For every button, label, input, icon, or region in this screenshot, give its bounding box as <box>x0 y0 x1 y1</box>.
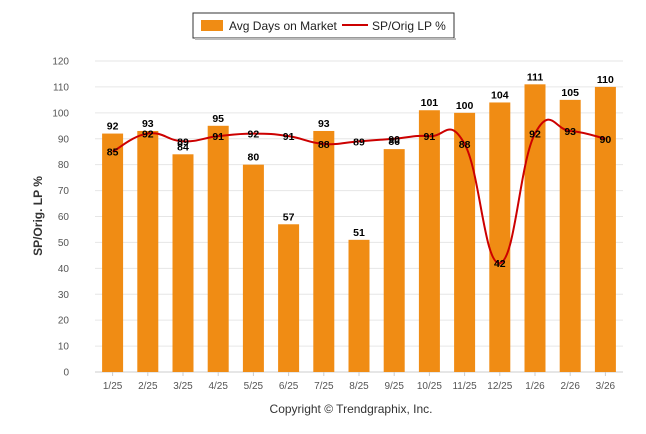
bar-data-label: 57 <box>283 211 295 223</box>
y-tick-label: 60 <box>58 212 70 223</box>
y-tick-label: 0 <box>63 368 69 379</box>
y-tick-label: 70 <box>58 186 70 197</box>
bar-data-label: 104 <box>491 89 509 101</box>
bar-data-label: 111 <box>527 71 544 83</box>
y-tick-label: 30 <box>58 290 70 301</box>
bar[interactable] <box>348 239 370 372</box>
x-tick-label: 1/25 <box>103 381 123 392</box>
x-tick-label: 7/25 <box>314 381 334 392</box>
x-tick-label: 2/25 <box>138 381 158 392</box>
x-tick-label: 10/25 <box>417 381 442 392</box>
bar-data-label: 93 <box>318 118 330 130</box>
bar[interactable] <box>418 110 440 372</box>
line-path[interactable] <box>112 118 606 265</box>
bar[interactable] <box>489 102 511 372</box>
bar-data-label: 80 <box>248 152 260 164</box>
bar-data-label: 101 <box>421 97 439 109</box>
copyright-credit: Copyright © Trendgraphix, Inc. <box>270 402 433 416</box>
y-tick-label: 20 <box>58 316 70 327</box>
x-tick-label: 1/26 <box>525 381 545 392</box>
bar-series <box>102 84 616 373</box>
bar-data-label: 92 <box>107 121 119 133</box>
line-data-labels: 85 92 89 91 92 91 88 89 90 91 88 42 92 93 90 <box>107 126 612 270</box>
bar-data-label: 86 <box>388 136 400 148</box>
bar-data-label: 93 <box>142 118 154 130</box>
line-data-label: 88 <box>459 139 471 151</box>
x-tick-label: 4/25 <box>208 381 228 392</box>
line-data-label: 91 <box>283 131 295 143</box>
x-tick-label: 12/25 <box>487 381 512 392</box>
bar-data-label: 105 <box>561 87 579 99</box>
legend[interactable]: Avg Days on Market SP/Orig LP % <box>192 12 456 40</box>
line-data-label: 93 <box>564 126 576 138</box>
x-axis-ticks: 1/25 2/25 3/25 4/25 5/25 6/25 7/25 8/25 9/25 10/2… <box>103 372 616 392</box>
legend-line-label[interactable]: SP/Orig LP % <box>372 19 446 33</box>
bar[interactable] <box>524 84 546 372</box>
legend-bar-swatch <box>201 20 223 31</box>
y-tick-label: 10 <box>58 342 70 353</box>
y-tick-label: 50 <box>58 238 70 249</box>
bar-data-label: 110 <box>597 74 614 86</box>
line-data-label: 91 <box>212 131 224 143</box>
x-tick-label: 8/25 <box>349 381 369 392</box>
bar[interactable] <box>383 149 405 372</box>
x-tick-label: 11/25 <box>452 381 477 392</box>
y-tick-label: 80 <box>58 160 70 171</box>
y-axis-title: SP/Orig. LP % <box>31 176 45 256</box>
y-tick-label: 120 <box>52 57 69 68</box>
y-tick-label: 100 <box>52 108 69 119</box>
legend-shadow <box>195 38 456 40</box>
bar[interactable] <box>242 164 264 372</box>
line-data-label: 92 <box>142 129 154 141</box>
y-tick-label: 40 <box>58 264 70 275</box>
x-tick-label: 3/25 <box>173 381 193 392</box>
bar-data-label: 84 <box>177 141 189 153</box>
line-data-label: 85 <box>107 147 119 159</box>
x-tick-label: 2/26 <box>560 381 580 392</box>
bar[interactable] <box>559 99 581 372</box>
bar-data-label: 51 <box>353 227 365 239</box>
legend-box <box>192 12 455 39</box>
line-data-label: 89 <box>177 136 189 148</box>
x-tick-label: 3/26 <box>596 381 616 392</box>
x-tick-label: 9/25 <box>384 381 404 392</box>
line-data-label: 90 <box>388 134 400 146</box>
legend-bar-label[interactable]: Avg Days on Market <box>229 19 337 33</box>
bar[interactable] <box>278 224 300 372</box>
bar[interactable] <box>313 130 335 372</box>
line-data-label: 88 <box>318 139 330 151</box>
y-tick-label: 90 <box>58 134 70 145</box>
bar[interactable] <box>137 130 159 372</box>
bar[interactable] <box>594 86 616 373</box>
line-data-label: 42 <box>494 258 506 270</box>
line-series <box>112 118 606 265</box>
line-data-label: 90 <box>600 134 612 146</box>
x-tick-label: 5/25 <box>244 381 264 392</box>
bar-data-label: 95 <box>212 113 224 125</box>
y-axis-ticks: 0 10 20 30 40 50 60 70 80 90 100 110 120 <box>52 57 69 379</box>
bar[interactable] <box>102 133 124 372</box>
bar[interactable] <box>172 154 194 372</box>
x-tick-label: 6/25 <box>279 381 299 392</box>
bar[interactable] <box>207 125 229 373</box>
y-tick-label: 110 <box>53 82 69 93</box>
line-data-label: 91 <box>424 131 436 143</box>
line-data-label: 89 <box>353 136 365 148</box>
bar[interactable] <box>454 112 476 372</box>
line-data-label: 92 <box>248 129 260 141</box>
line-data-label: 92 <box>529 129 541 141</box>
bar-data-label: 100 <box>456 100 474 112</box>
